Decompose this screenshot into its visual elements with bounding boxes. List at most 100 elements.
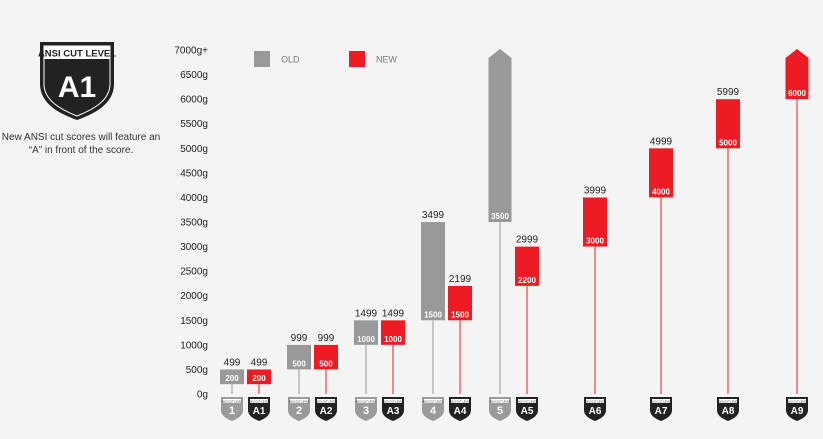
new-lower-value: 3000 xyxy=(586,237,604,246)
badge-level-label: A1 xyxy=(253,406,266,417)
badge-level-label: A6 xyxy=(589,406,602,417)
old-lower-value: 200 xyxy=(225,374,239,383)
badge-header-text: ANSI CUT LEVEL xyxy=(423,399,444,403)
new-upper-value: 3999 xyxy=(584,185,607,196)
y-tick-label: 500g xyxy=(186,365,208,376)
old-lower-value: 1500 xyxy=(424,310,442,319)
new-bar-A2 xyxy=(314,344,338,370)
new-lower-value: 6000 xyxy=(788,89,806,98)
badge-level-label: A8 xyxy=(722,406,735,417)
badge-header-strip xyxy=(518,399,536,403)
badge-header-strip xyxy=(719,399,737,403)
old-upper-value: 999 xyxy=(291,333,308,344)
y-tick-label: 4500g xyxy=(180,168,208,179)
shield-icon: ANSI CUT LEVEL A1 xyxy=(38,42,116,120)
old-bar-2 xyxy=(287,344,311,370)
badge-header-strip xyxy=(586,399,604,403)
badge-header-text: ANSI CUT LEVEL xyxy=(222,399,243,403)
new-bar-A8 xyxy=(716,99,740,149)
badge-header-strip xyxy=(451,399,469,403)
badge-header-strip xyxy=(317,399,335,403)
new-lower-value: 5000 xyxy=(719,138,737,147)
badge-header-strip xyxy=(357,399,375,403)
ansi-level-badge: ANSI CUT LEVEL A1 xyxy=(36,40,118,122)
badge-level-label: 3 xyxy=(363,405,369,417)
badge-level: A1 xyxy=(58,71,96,104)
badge-header-text: ANSI CUT LEVEL xyxy=(289,399,310,403)
old-lower-value: 3500 xyxy=(491,212,509,221)
new-bar-A5 xyxy=(515,246,539,286)
badge-header-strip xyxy=(491,399,509,403)
new-lower-value: 1500 xyxy=(451,310,469,319)
badge-header-strip xyxy=(250,399,268,403)
badge-header-text: ANSI CUT LEVEL xyxy=(316,399,337,403)
old-upper-value: 3499 xyxy=(422,210,445,221)
badge-level-label: A4 xyxy=(454,406,467,417)
new-upper-value: 5999 xyxy=(717,87,740,98)
new-upper-value: 2199 xyxy=(449,274,472,285)
badge-level-label: 2 xyxy=(296,405,302,417)
badge-level-label: 4 xyxy=(430,405,437,417)
badge-header-text: ANSI CUT LEVEL xyxy=(517,399,538,403)
badge-level-label: A7 xyxy=(655,406,668,417)
y-tick-label: 2500g xyxy=(180,267,208,278)
badge-level-label: A2 xyxy=(320,406,333,417)
old-upper-value: 499 xyxy=(224,357,241,368)
badge-header-text: ANSI CUT LEVEL xyxy=(585,399,606,403)
new-upper-value: 4999 xyxy=(650,136,673,147)
new-lower-value: 1000 xyxy=(384,335,402,344)
y-tick-label: 1000g xyxy=(180,340,208,351)
badge-header-text: ANSI CUT LEVEL xyxy=(450,399,471,403)
y-tick-label: 6500g xyxy=(180,70,208,81)
y-tick-label: 4000g xyxy=(180,193,208,204)
y-tick-label: 3500g xyxy=(180,218,208,229)
badge-header-strip xyxy=(290,399,308,403)
y-tick-label: 3000g xyxy=(180,242,208,253)
old-bar-4 xyxy=(421,222,445,321)
new-bar-A6 xyxy=(583,197,607,247)
explanatory-note: New ANSI cut scores will feature an “A” … xyxy=(1,132,161,156)
legend-label-new: NEW xyxy=(376,55,398,65)
old-upper-value: 1499 xyxy=(355,308,378,319)
badge-header-text: ANSI CUT LEVEL xyxy=(490,399,511,403)
badge-header-text: ANSI CUT LEVEL xyxy=(651,399,672,403)
badge-level-label: A3 xyxy=(387,406,400,417)
legend-label-old: OLD xyxy=(281,55,300,65)
badge-header-strip xyxy=(424,399,442,403)
new-lower-value: 2200 xyxy=(518,276,536,285)
new-upper-value: 2999 xyxy=(516,235,539,246)
badge-header-text: ANSI CUT LEVEL xyxy=(718,399,739,403)
new-upper-value: 999 xyxy=(318,333,335,344)
badge-header-strip xyxy=(788,399,806,403)
new-lower-value: 200 xyxy=(252,374,266,383)
old-lower-value: 500 xyxy=(292,359,306,368)
old-lower-value: 1000 xyxy=(357,335,375,344)
y-tick-label: 7000g+ xyxy=(174,46,208,57)
y-tick-label: 2000g xyxy=(180,291,208,302)
y-tick-label: 0g xyxy=(197,390,208,401)
new-upper-value: 1499 xyxy=(382,308,405,319)
new-bar-A3 xyxy=(381,320,405,345)
new-lower-value: 4000 xyxy=(652,187,670,196)
badge-header-text: ANSI CUT LEVEL xyxy=(356,399,377,403)
badge-level-label: A5 xyxy=(521,406,534,417)
badge-header-strip xyxy=(223,399,241,403)
old-bar-1 xyxy=(220,369,244,385)
badge-level-label: 5 xyxy=(497,405,503,417)
legend-swatch-old xyxy=(254,51,270,67)
y-tick-label: 6000g xyxy=(180,95,208,106)
old-bar-3 xyxy=(354,320,378,345)
badge-header-text: ANSI CUT LEVEL xyxy=(249,399,270,403)
new-bar-A7 xyxy=(649,148,673,198)
badge-header-strip xyxy=(384,399,402,403)
y-tick-label: 5000g xyxy=(180,144,208,155)
badge-header-strip xyxy=(652,399,670,403)
new-bar-A9 xyxy=(785,49,809,100)
y-tick-label: 5500g xyxy=(180,119,208,130)
y-tick-label: 1500g xyxy=(180,316,208,327)
old-bar-5 xyxy=(488,49,512,222)
badge-level-label: 1 xyxy=(229,405,235,417)
new-upper-value: 499 xyxy=(251,357,268,368)
badge-title: ANSI CUT LEVEL xyxy=(38,49,116,60)
